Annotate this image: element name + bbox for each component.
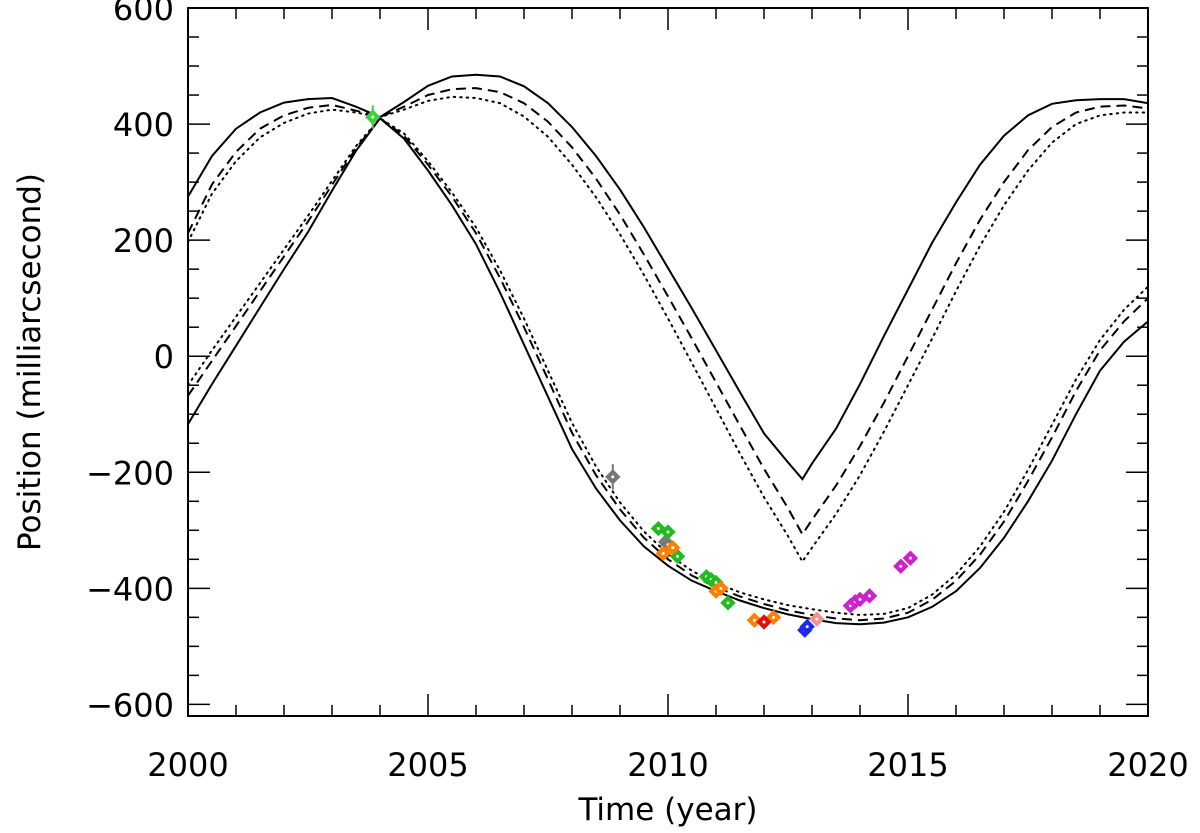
x-tick-label: 2010 [627,746,708,784]
data-point-center [676,554,680,558]
curve-solid-lower [187,116,1149,626]
data-point-center [719,586,723,590]
plot-frame [187,7,1149,717]
x-tick-label: 2015 [867,746,948,784]
y-tick-label: 0 [154,338,174,376]
data-point-center [815,617,819,621]
data-point-center [661,552,665,556]
curve-dotted-upper [187,95,1149,564]
y-axis-title: Position (milliarcsecond) [12,173,48,551]
y-tick-label: −200 [86,454,174,492]
data-points [365,105,919,638]
axis-ticks [187,7,1149,716]
y-tick-label: −600 [86,686,174,724]
data-point-center [371,115,375,119]
x-tick-label: 2020 [1107,746,1188,784]
curve-dashed-lower [187,116,1149,622]
data-point-center [772,615,776,619]
data-point-center [666,530,670,534]
x-tick-label: 2005 [387,746,468,784]
data-point-center [762,620,766,624]
data-point-center [656,527,660,531]
y-tick-label: −400 [86,570,174,608]
y-tick-label: 600 [113,0,174,28]
y-tick-label: 200 [113,222,174,260]
data-point-center [726,601,730,605]
data-point-center [858,597,862,601]
data-point-center [671,546,675,550]
y-tick-label: 400 [113,106,174,144]
data-point-center [899,564,903,568]
curve-solid-upper [187,73,1149,481]
curve-dashed-upper [187,87,1149,537]
x-tick-label: 2000 [147,746,228,784]
data-point-center [868,594,872,598]
data-point-center [714,581,718,585]
data-point-center [805,625,809,629]
data-point-center [611,475,615,479]
data-point-center [908,556,912,560]
tick-labels: 2000 2005 2010 2015 2020 −600 −400 −200 0 200 400 6… [86,0,1189,784]
x-axis-title: Time (year) [577,792,757,828]
data-point-center [752,618,756,622]
